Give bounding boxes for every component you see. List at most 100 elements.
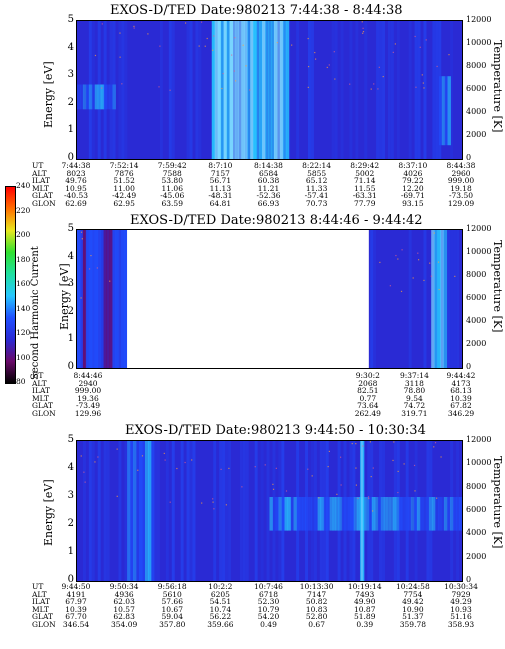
y-tick-label: 5 [67,14,74,25]
heatmap-speckle [264,464,266,466]
ephemeris-row-label: GLAT [32,191,53,201]
heatmap-feature-cell [139,441,143,581]
heatmap-feature-cell [447,76,451,146]
ephemeris-row-label: MLT [32,183,50,193]
y-tick-label: 1 [67,333,74,345]
heatmap-column [334,21,338,159]
ephemeris-cell: 60.38 [257,176,280,186]
y-tick-label: 1 [67,546,74,557]
heatmap-column [109,21,113,159]
heatmap-speckle [133,27,135,29]
colorbar-tick-label: 80 [16,377,26,386]
ephemeris-cell: 11.00 [113,183,135,193]
heatmap-speckle [334,78,336,80]
y2-tick-label: 2000 [466,130,487,139]
heatmap-feature-cell [275,497,280,531]
panel-3-yticks: 0 1 2 3 4 5 [58,434,74,585]
heatmap-feature-cell [142,441,146,581]
heatmap-feature-cell [238,21,242,159]
y2-tick-label: 6000 [466,293,487,302]
heatmap-feature-cell [344,497,349,531]
ephemeris-cell: 10.74 [209,604,232,614]
y-tick-label: 4 [67,250,74,262]
heatmap-column [133,441,137,581]
ephemeris-row-label: GLON [32,409,56,418]
heatmap-column [103,441,107,581]
ephemeris-cell: 10.39 [65,604,87,614]
heatmap-column [396,21,400,159]
heatmap-feature-cell [452,497,457,531]
panel-2-heatmap [77,230,462,368]
heatmap-speckle [362,30,365,33]
heatmap-column [171,441,175,581]
ephemeris-cell: 54.51 [209,597,232,607]
ephemeris-cell: 8:29:42 [350,161,380,170]
ephemeris-row-label: ILAT [32,597,50,607]
ephemeris-row-label: GLAT [32,612,53,622]
heatmap-speckle [422,82,424,84]
ephemeris-cell: 10:30:34 [444,582,478,591]
heatmap-feature-cell [371,497,376,531]
heatmap-speckle [307,65,310,68]
y-tick-label: 3 [67,278,74,290]
ephemeris-cell: -45.06 [160,191,185,201]
ephemeris-row-label: ILAT [32,176,50,186]
ephemeris-cell: 999.00 [447,176,475,186]
heatmap-feature-cell [434,230,438,368]
heatmap-speckle [204,45,206,47]
ephemeris-cell: 8:22:14 [302,161,332,170]
heatmap-feature-cell [269,497,274,531]
heatmap-speckle [415,86,417,88]
ephemeris-cell: 10.39 [450,393,472,403]
heatmap-speckle [326,66,328,69]
heatmap-speckle [333,51,335,53]
y2-tick-label: 2000 [466,551,487,561]
heatmap-speckle [336,493,338,495]
heatmap-speckle [97,456,99,458]
heatmap-speckle [81,238,83,240]
ephemeris-cell: 262.49 [354,409,381,418]
heatmap-column [189,441,193,581]
y2-tick-label: 2000 [466,339,487,348]
heatmap-feature-cell [268,21,272,159]
heatmap-column [373,230,377,368]
heatmap-speckle [340,484,342,486]
panel-1-yticks: 0 1 2 3 4 5 [58,14,74,163]
ephemeris-cell: 9:37:14 [399,371,429,380]
heatmap-column [456,230,460,368]
heatmap-feature-cell [441,76,446,146]
ephemeris-cell: 49.76 [65,176,87,186]
heatmap-feature-cell [118,230,122,368]
heatmap-speckle [201,502,203,504]
heatmap-speckle [159,45,161,47]
heatmap-feature-cell [413,497,418,531]
ephemeris-cell: 9:44:42 [446,371,476,380]
ephemeris-cell: 129.96 [74,409,102,418]
heatmap-speckle [212,49,214,51]
heatmap-speckle [206,37,208,40]
ephemeris-cell: 358.93 [447,620,475,629]
heatmap-column [266,441,270,581]
y2-tick-label: 12000 [466,224,492,233]
ephemeris-cell: 12.20 [402,183,424,193]
heatmap-speckle [83,471,85,473]
ephemeris-cell: 82.51 [357,386,379,396]
ephemeris-cell: 59.04 [161,612,183,622]
ephemeris-cell: 9:56:18 [157,582,187,591]
heatmap-feature-cell [91,84,96,110]
heatmap-column [142,441,146,581]
heatmap-column [156,441,160,581]
heatmap-feature-cell [449,497,454,531]
ephemeris-cell: 52.30 [257,597,280,607]
ephemeris-cell: 70.73 [305,199,328,208]
ephemeris-cell: 10.90 [402,604,424,614]
heatmap-column [423,230,427,368]
heatmap-feature-cell [226,21,231,159]
heatmap-feature-cell [377,497,382,531]
heatmap-speckle [90,254,92,257]
panel-1-y2ticks: 0 2000 4000 6000 8000 10000 12000 [466,15,502,162]
panel-2-y2ticks: 0 2000 4000 6000 8000 10000 12000 [466,224,502,371]
heatmap-column [349,21,353,159]
heatmap-column [222,441,226,581]
y-tick-label: 3 [67,490,74,501]
